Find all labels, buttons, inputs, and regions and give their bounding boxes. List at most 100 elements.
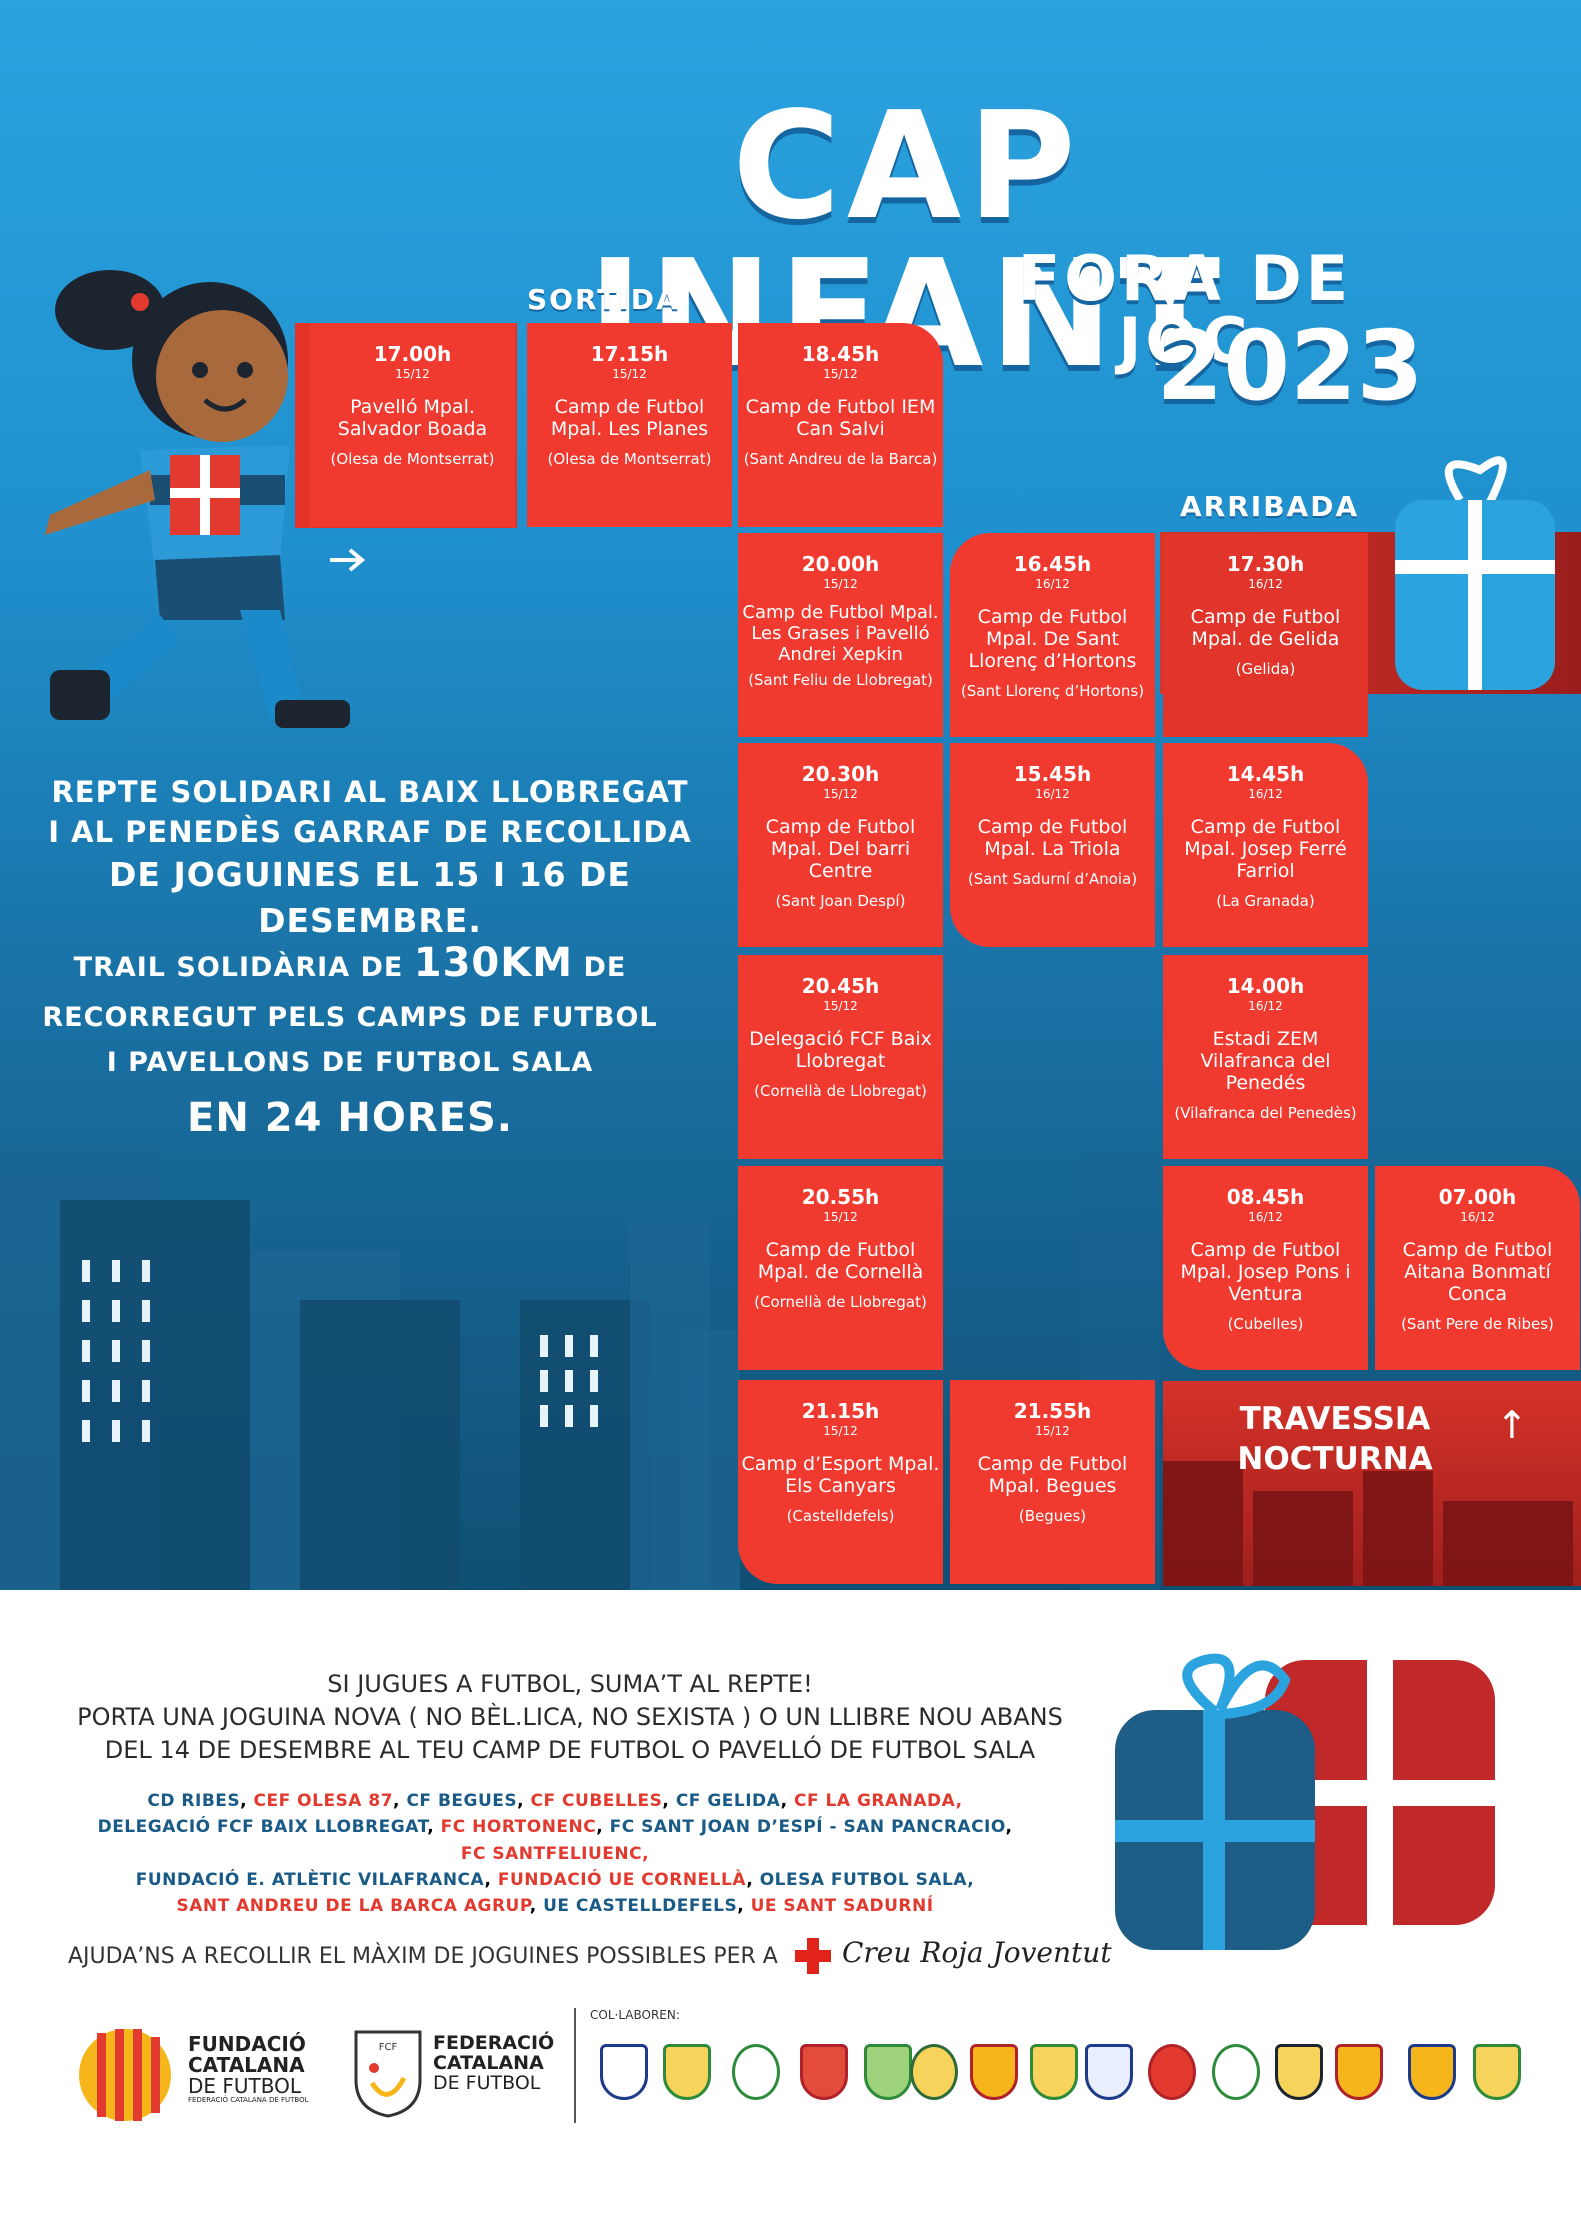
stop-time: 20.55h [801,1185,880,1209]
club-badge-icon [1473,2044,1521,2100]
skyline-building [1253,1491,1353,1586]
stop-date: 16/12 [1248,577,1283,591]
club-badge-icon [663,2044,711,2100]
stop-date: 15/12 [823,577,858,591]
club-name: CF GELIDA [675,1791,781,1811]
stop-venue: Camp de Futbol Mpal. De Sant Llorenç d’H… [968,605,1137,673]
window [82,1340,90,1362]
stop-cell: 17.00h 15/12 Pavelló Mpal. Salvador Boad… [310,323,515,527]
stop-cell: 15.45h 16/12 Camp de Futbol Mpal. La Tri… [950,743,1155,947]
window [565,1370,573,1392]
stop-date: 16/12 [1035,577,1070,591]
window [82,1260,90,1282]
stop-cell: 18.45h 15/12 Camp de Futbol IEM Can Salv… [738,323,943,527]
trail-line: TRAIL SOLIDÀRIA DE 130KM DE [10,930,690,996]
club-badge-icon [800,2044,848,2100]
window [142,1260,150,1282]
stop-town: (Olesa de Montserrat) [547,450,712,469]
club-badge-icon [1212,2044,1260,2100]
stop-date: 16/12 [1248,999,1283,1013]
stop-town: (Vilafranca del Penedès) [1174,1104,1357,1123]
poster-subtitle: FORA DE JOC [1017,242,1353,377]
stop-town: (La Granada) [1216,892,1315,911]
stop-date: 16/12 [1460,1210,1495,1224]
stop-date: 15/12 [823,787,858,801]
fundacio-logo-icon [79,2029,171,2121]
federacio-line: CATALANA [433,2051,544,2074]
stop-time: 15.45h [1013,762,1092,786]
window [142,1380,150,1402]
stop-time: 18.45h [801,342,880,366]
stop-venue: Pavelló Mpal. Salvador Boada [337,395,488,441]
window [112,1340,120,1362]
stop-venue: Delegació FCF Baix Llobregat [749,1027,932,1073]
club-name: FUNDACIÓ UE CORNELLÀ [497,1870,747,1891]
poster-year: 2023 [1156,310,1424,422]
window [565,1335,573,1357]
window [82,1380,90,1402]
stop-date: 15/12 [823,999,858,1013]
challenge-line: REPTE SOLIDARI AL BAIX LLOBREGAT [51,775,689,809]
stop-cell: 21.15h 15/12 Camp d’Esport Mpal. Els Can… [738,1380,943,1584]
stop-town: (Sant Llorenç d’Hortons) [960,682,1145,701]
hero-panel: CAP INFANT FORA DE JOC 2023 SORTIDA ARRI… [0,0,1581,1590]
night-crossing-line1: TRAVESSIA [1239,1401,1431,1437]
stop-cell: 17.30h 16/12 Camp de Futbol Mpal. de Gel… [1163,533,1368,737]
stop-time: 21.55h [1013,1399,1092,1423]
stop-date: 16/12 [1035,787,1070,801]
stop-venue: Camp de Futbol Aitana Bonmatí Conca [1402,1238,1553,1306]
divider [574,2008,576,2123]
end-label: ARRIBADA [1180,490,1360,523]
stop-venue: Camp de Futbol IEM Can Salvi [745,395,936,441]
stop-town: (Sant Joan Despí) [775,892,906,911]
skyline-building [680,1330,740,1590]
skyline-building [60,1200,250,1590]
stop-town: (Cornellà de Llobregat) [754,1082,927,1101]
creu-roja-logo: Creu Roja Joventut [842,1936,1112,1969]
club-name: CF LA GRANADA, [794,1791,963,1811]
stop-town: (Gelida) [1235,660,1296,679]
stop-time: 21.15h [801,1399,880,1423]
stop-date: 15/12 [823,1210,858,1224]
window [112,1300,120,1322]
stop-time: 07.00h [1438,1185,1517,1209]
window [590,1370,598,1392]
skyline-building [300,1300,460,1590]
federacio-line: DE FUTBOL [433,2071,541,2094]
stop-venue: Estadi ZEM Vilafranca del Penedés [1200,1027,1331,1095]
clubs-row: FUNDACIÓ E. ATLÈTIC VILAFRANCA, FUNDACIÓ… [135,1870,975,1891]
window [590,1405,598,1427]
stop-town: (Olesa de Montserrat) [330,450,495,469]
club-badge-icon [1335,2044,1383,2100]
stop-time: 16.45h [1013,552,1092,576]
fcf-mark: FCF [379,2042,398,2053]
club-name: UE CASTELLDEFELS [543,1896,738,1917]
clubs-list: CD RIBES, CEF OLESA 87, CF BEGUES, CF CU… [30,1788,1080,1920]
stop-time: 17.00h [373,342,452,366]
stop-town: (Sant Andreu de la Barca) [743,450,938,469]
window [540,1335,548,1357]
stop-town: (Cornellà de Llobregat) [754,1293,927,1312]
help-text: AJUDA’NS A RECOLLIR EL MÀXIM DE JOGUINES… [68,1944,778,1969]
stop-cell: 14.00h 16/12 Estadi ZEM Vilafranca del P… [1163,955,1368,1159]
stop-time: 20.30h [801,762,880,786]
stop-date: 16/12 [1248,1210,1283,1224]
stop-venue: Camp de Futbol Mpal. Josep Ferré Farriol [1184,815,1347,883]
collab-label: COL·LABOREN: [590,2008,680,2022]
challenge-line: I AL PENEDÈS GARRAF DE RECOLLIDA [48,815,692,850]
trail-line: RECORREGUT PELS CAMPS DE FUTBOL [42,1002,658,1033]
club-name: UE SANT SADURNÍ [750,1896,934,1917]
stop-time: 08.45h [1226,1185,1305,1209]
stop-date: 15/12 [395,367,430,381]
stop-time: 20.45h [801,974,880,998]
club-name: CF BEGUES [406,1791,518,1811]
stop-time: 17.30h [1226,552,1305,576]
stop-venue: Camp de Futbol Mpal. La Triola [977,815,1128,861]
stop-venue: Camp de Futbol Mpal. Les Grases i Pavell… [742,601,939,665]
call-to-action: SI JUGUES A FUTBOL, SUMA’T AL REPTE! POR… [40,1668,1100,1767]
window [142,1420,150,1442]
club-name: FC HORTONENC [440,1817,597,1838]
club-name: FUNDACIÓ E. ATLÈTIC VILAFRANCA [135,1870,485,1891]
stop-time: 17.15h [590,342,669,366]
gifts-illustration [1115,1653,1495,1950]
